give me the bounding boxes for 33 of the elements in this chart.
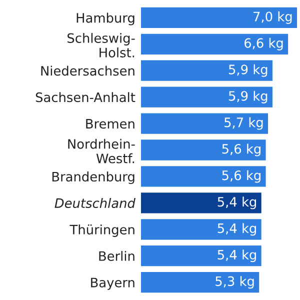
y-tick-label: Brandenburg bbox=[52, 172, 134, 184]
data-label: 6,6 kg bbox=[244, 38, 283, 50]
bar bbox=[141, 272, 260, 293]
data-label: 5,4 kg bbox=[218, 223, 256, 236]
data-label: 5,6 kg bbox=[222, 170, 260, 183]
bar bbox=[141, 166, 266, 187]
bar bbox=[141, 60, 272, 81]
data-label: 5,4 kg bbox=[218, 196, 256, 210]
y-tick-label: Sachsen-Anhalt bbox=[36, 92, 136, 102]
bar bbox=[141, 246, 262, 266]
data-label: 5,4 kg bbox=[218, 250, 256, 262]
bar bbox=[141, 219, 262, 240]
data-label: 7,0 kg bbox=[254, 11, 292, 24]
y-tick-label: Bayern bbox=[91, 278, 134, 290]
data-label: 5,9 kg bbox=[228, 90, 268, 104]
bar bbox=[141, 192, 262, 214]
y-tick-label: Niedersachsen bbox=[41, 66, 134, 76]
y-tick-label: Nordrhein- Westf. bbox=[68, 138, 135, 164]
y-tick-label: Deutschland bbox=[54, 198, 136, 208]
data-label: 5,9 kg bbox=[228, 64, 268, 77]
bar bbox=[141, 7, 297, 28]
y-tick-label: Thüringen bbox=[70, 224, 134, 237]
bar bbox=[141, 86, 272, 108]
data-label: 5,6 kg bbox=[222, 144, 260, 156]
bar bbox=[141, 140, 266, 160]
y-tick-label: Hamburg bbox=[76, 12, 134, 26]
bar bbox=[141, 34, 288, 54]
data-label: 5,3 kg bbox=[216, 276, 254, 289]
data-label: 5,7 kg bbox=[224, 117, 263, 130]
y-tick-label: Bremen bbox=[86, 119, 134, 129]
bar bbox=[141, 113, 268, 134]
y-tick-label: Schleswig- Holst. bbox=[68, 32, 135, 58]
y-tick-label: Berlin bbox=[99, 250, 134, 261]
